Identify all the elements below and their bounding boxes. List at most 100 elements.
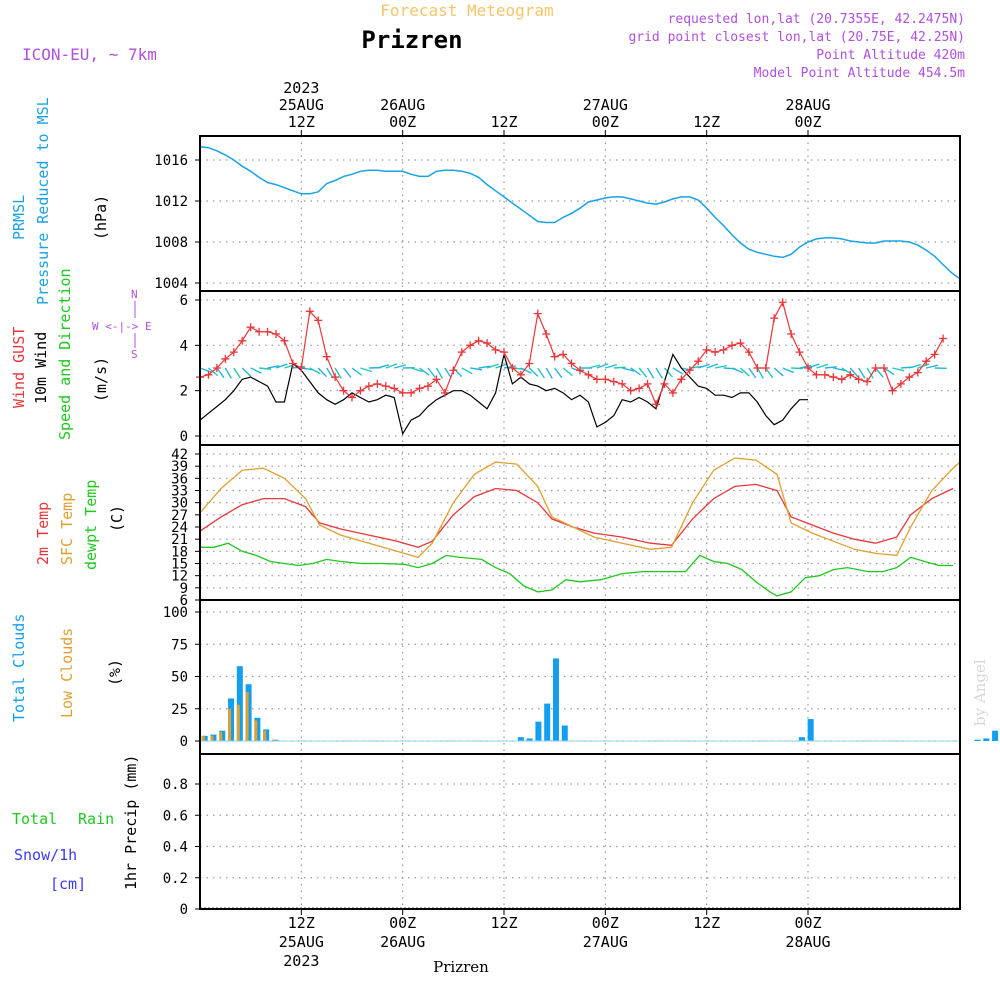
wind-gust-point xyxy=(720,346,728,354)
wind-gust-point xyxy=(297,364,305,372)
y-tick-label: 0 xyxy=(180,902,188,918)
time-label-bottom: 28AUG xyxy=(785,933,830,951)
low-cloud-bar xyxy=(219,732,222,741)
wind-gust-point xyxy=(323,353,331,361)
wind-direction-arrow xyxy=(656,368,662,378)
wind-gust-point xyxy=(255,328,263,336)
wind-direction-arrow xyxy=(242,368,251,376)
y-tick-label: 4 xyxy=(180,338,188,354)
y-tick-label: 0 xyxy=(180,734,188,750)
low-cloud-bar xyxy=(237,705,240,741)
wind-direction-arrow xyxy=(546,368,552,378)
supertitle: Forecast Meteogram xyxy=(380,1,553,20)
wind-direction-arrow xyxy=(225,368,231,378)
total-cloud-bar xyxy=(983,738,989,741)
wind-gust-point xyxy=(855,375,863,383)
wind-gust-point xyxy=(534,310,542,318)
label-total-clouds: Total Clouds xyxy=(10,614,28,722)
label-clouds-unit: (%) xyxy=(106,659,124,686)
total-cloud-bar xyxy=(544,704,550,741)
time-label-bottom: 12Z xyxy=(693,914,720,932)
label-total-rain-a: Total xyxy=(12,810,57,828)
time-label-top: 00Z xyxy=(592,113,619,131)
wind-gust-point xyxy=(728,341,736,349)
label-total-rain-b: Rain xyxy=(78,810,114,828)
wind-gust-point xyxy=(390,384,398,392)
time-label-top: 28AUG xyxy=(785,96,830,114)
y-tick-label: 0.6 xyxy=(163,808,188,824)
time-label-top: 25AUG xyxy=(279,96,324,114)
y-tick-label: 0.2 xyxy=(163,871,188,887)
wind-gust-point xyxy=(601,375,609,383)
label-precip-y: 1hr Precip (mm) xyxy=(122,755,140,890)
wind-gust-line xyxy=(200,302,943,404)
info-model-altitude: Model Point Altitude 454.5m xyxy=(754,66,965,81)
temperature-panel-frame xyxy=(200,445,960,600)
wind-gust-point xyxy=(939,335,947,343)
low-cloud-bar xyxy=(210,736,213,741)
wind-gust-point xyxy=(821,371,829,379)
time-label-top: 12Z xyxy=(490,113,517,131)
y-tick-label: 6 xyxy=(180,293,188,309)
total-cloud-bar xyxy=(799,737,805,741)
y-tick-label: 100 xyxy=(163,605,188,621)
wind-direction-arrow xyxy=(344,368,351,377)
low-cloud-bar xyxy=(254,720,257,741)
wind-direction-arrow xyxy=(217,368,224,378)
wind-direction-arrow xyxy=(453,368,461,377)
label-10m-wind: 10m Wind xyxy=(32,332,50,404)
time-label-bottom: 27AUG xyxy=(583,933,628,951)
wind-gust-point xyxy=(331,373,339,381)
wind-gust-point xyxy=(838,375,846,383)
label-prmsl-unit: (hPa) xyxy=(92,195,110,240)
wind-gust-point xyxy=(796,348,804,356)
label-low-clouds: Low Clouds xyxy=(58,628,76,718)
wind-direction-arrow xyxy=(234,368,241,378)
sfc-temp-line xyxy=(200,458,960,557)
time-label-bottom: 00Z xyxy=(794,914,821,932)
time-label-top: 2023 xyxy=(283,79,319,97)
wind-direction-arrow xyxy=(436,368,442,378)
wind-direction-arrow xyxy=(318,368,326,377)
t2m-line xyxy=(200,484,953,547)
time-label-bottom: 2023 xyxy=(283,952,319,970)
compass-we: W <-|-> E xyxy=(92,320,152,333)
wind-gust-point xyxy=(382,382,390,390)
prmsl-line xyxy=(200,147,960,279)
label-wind-gust: Wind GUST xyxy=(10,327,28,408)
y-tick-label: 2 xyxy=(180,384,188,400)
total-cloud-bar xyxy=(562,726,568,741)
wind-gust-point xyxy=(365,382,373,390)
wind-gust-point xyxy=(449,366,457,374)
total-cloud-bar xyxy=(975,740,981,741)
grid-layer xyxy=(200,136,960,909)
total-cloud-bar xyxy=(518,737,524,741)
wind-gust-point xyxy=(247,323,255,331)
wind-gust-point xyxy=(551,353,559,361)
info-grid-point: grid point closest lon,lat (20.75E, 42.2… xyxy=(628,30,965,45)
time-label-top: 00Z xyxy=(389,113,416,131)
dewpt-line xyxy=(200,543,953,596)
y-tick-label: 1016 xyxy=(154,153,188,169)
clouds-panel-frame xyxy=(200,600,960,754)
station-title: Prizren xyxy=(361,26,462,54)
total-cloud-bar xyxy=(535,722,541,741)
wind-gust-point xyxy=(584,371,592,379)
time-label-bottom: 00Z xyxy=(592,914,619,932)
precip-panel-frame xyxy=(200,754,960,909)
y-tick-label: 42 xyxy=(171,447,188,463)
y-tick-label: 75 xyxy=(171,637,188,653)
wind-direction-arrow xyxy=(766,368,773,378)
y-tick-label: 25 xyxy=(171,702,188,718)
label-wind-dir: Speed and Direction xyxy=(56,268,74,440)
y-tick-label: 0 xyxy=(180,429,188,445)
wind-direction-arrow xyxy=(462,368,473,374)
time-label-top: 26AUG xyxy=(380,96,425,114)
label-dewpt-temp: dewpt Temp xyxy=(82,480,100,570)
compass-n: N xyxy=(131,288,138,301)
info-requested: requested lon,lat (20.7355E, 42.2475N) xyxy=(668,12,965,27)
wind-direction-arrow xyxy=(555,368,562,378)
time-label-bottom: 00Z xyxy=(389,914,416,932)
wind-direction-arrow xyxy=(749,368,756,378)
wind-direction-arrow xyxy=(563,368,572,376)
